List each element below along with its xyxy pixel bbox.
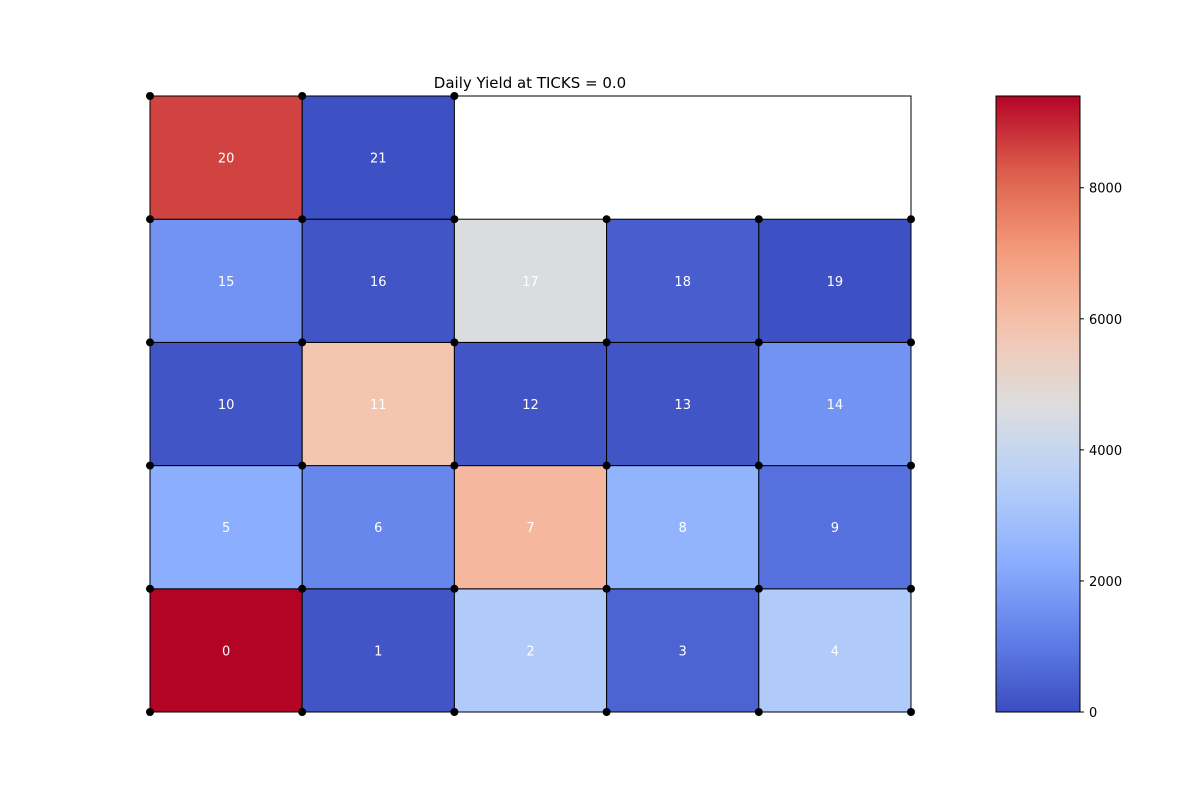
heatmap-cell-18 [606, 218, 760, 343]
heatmap-cell-19 [758, 218, 912, 343]
node-marker [602, 461, 611, 470]
node-marker [450, 461, 459, 470]
cell-label-20: 20 [218, 152, 235, 167]
node-marker [754, 338, 763, 347]
chart-title: Daily Yield at TICKS = 0.0 [434, 74, 626, 92]
heatmap-cell-4 [758, 588, 912, 713]
cell-label-1: 1 [374, 644, 382, 659]
cell-label-12: 12 [522, 398, 539, 413]
cell-label-13: 13 [674, 398, 691, 413]
heatmap-cell-14 [758, 341, 912, 467]
cell-label-4: 4 [831, 644, 839, 659]
node-marker [754, 461, 763, 470]
node-marker [602, 584, 611, 593]
cells-layer [149, 95, 912, 713]
cell-label-19: 19 [827, 275, 844, 290]
heatmap-cell-3 [606, 588, 760, 713]
node-marker [298, 461, 307, 470]
heatmap-cell-17 [453, 218, 608, 343]
cell-label-11: 11 [370, 398, 387, 413]
colorbar-gradient [995, 95, 1081, 713]
heatmap-cell-16 [301, 218, 455, 343]
colorbar-tick-label: 8000 [1089, 182, 1122, 197]
heatmap-cell-11 [301, 341, 455, 467]
cell-label-8: 8 [679, 521, 687, 536]
colorbar-tick-label: 4000 [1089, 444, 1122, 459]
cell-label-10: 10 [218, 398, 235, 413]
cell-label-7: 7 [526, 521, 534, 536]
node-marker [754, 584, 763, 593]
node-marker [298, 338, 307, 347]
cell-label-18: 18 [674, 275, 691, 290]
cell-label-0: 0 [222, 644, 230, 659]
heatmap-cell-20 [149, 95, 303, 220]
colorbar-tick-label: 2000 [1089, 575, 1122, 590]
node-marker [450, 584, 459, 593]
axes-layer [146, 95, 912, 716]
heatmap-cell-0 [149, 588, 303, 713]
node-marker [754, 215, 763, 224]
heatmap-cell-9 [758, 465, 912, 590]
heatmap-cell-7 [453, 465, 608, 590]
heatmap-cell-1 [301, 588, 455, 713]
heatmap-cell-6 [301, 465, 455, 590]
plot-frame [149, 95, 912, 713]
node-marker [602, 215, 611, 224]
heatmap-cell-12 [453, 341, 608, 467]
cell-label-15: 15 [218, 275, 235, 290]
cell-label-6: 6 [374, 521, 382, 536]
cell-label-14: 14 [827, 398, 844, 413]
node-marker [450, 215, 459, 224]
node-marker [450, 338, 459, 347]
node-markers-layer [146, 92, 915, 716]
cell-label-2: 2 [526, 644, 534, 659]
cell-label-17: 17 [522, 275, 539, 290]
colorbar-tick-label: 0 [1089, 706, 1097, 721]
node-marker [298, 215, 307, 224]
colorbar-tick-label: 6000 [1089, 313, 1122, 328]
cell-label-3: 3 [679, 644, 687, 659]
cell-label-9: 9 [831, 521, 839, 536]
colorbar: 0 2000 4000 6000 8000 [995, 95, 1122, 721]
cell-label-16: 16 [370, 275, 387, 290]
cell-label-21: 21 [370, 152, 387, 167]
heatmap-cell-5 [149, 465, 303, 590]
node-marker [602, 338, 611, 347]
node-marker [298, 584, 307, 593]
heatmap-cell-8 [606, 465, 760, 590]
cell-label-5: 5 [222, 521, 230, 536]
